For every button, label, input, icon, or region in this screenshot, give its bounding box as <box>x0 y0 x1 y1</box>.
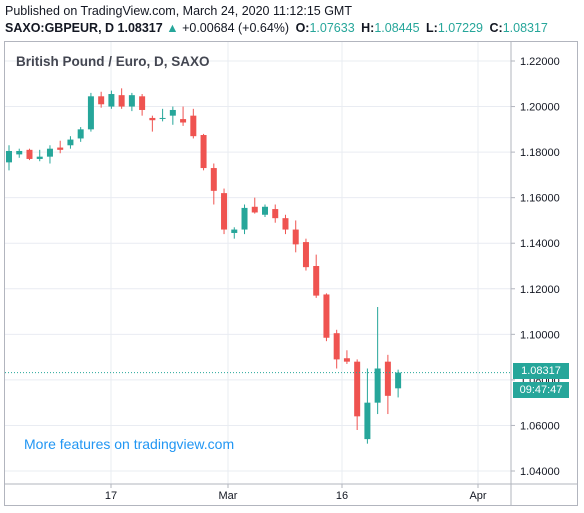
candle-body <box>221 193 228 230</box>
candle-body <box>272 209 279 219</box>
candle-body <box>149 117 156 121</box>
candle-body <box>384 361 391 396</box>
candle-body <box>128 95 135 107</box>
open-value: 1.07633 <box>309 21 355 35</box>
candle-body <box>241 207 248 230</box>
candle-body <box>262 206 268 215</box>
candle-body <box>302 242 309 268</box>
countdown-badge: 09:47:47 <box>513 382 569 398</box>
open-label: O: <box>295 21 310 35</box>
high-value: 1.08445 <box>374 21 420 35</box>
high-label: H: <box>361 21 375 35</box>
up-arrow-icon: ▲ <box>166 21 179 35</box>
y-tick-label: 1.14000 <box>520 238 560 250</box>
close-label: C: <box>489 21 503 35</box>
candle-body <box>67 139 74 146</box>
candle-body <box>36 156 43 159</box>
candle-body <box>16 150 23 155</box>
chart-title: British Pound / Euro, D, SAXO <box>16 54 210 69</box>
last-price: 1.08317 <box>117 21 163 35</box>
candle-body <box>6 150 12 163</box>
x-tick-label: Mar <box>219 490 238 502</box>
x-tick-label: Apr <box>469 490 486 502</box>
candle-body <box>98 96 105 105</box>
x-tick-label: 17 <box>105 490 117 502</box>
low-value: 1.07229 <box>437 21 484 35</box>
candle-body <box>180 119 187 123</box>
x-tick-label: 16 <box>336 490 348 502</box>
y-tick-label: 1.06000 <box>520 420 560 432</box>
candle-body <box>333 333 340 360</box>
price-change: +0.00684 (+0.64%) <box>182 21 290 35</box>
close-value: 1.08317 <box>502 21 548 35</box>
y-tick-label: 1.16000 <box>520 193 560 205</box>
y-tick-label: 1.10000 <box>520 329 560 341</box>
y-tick-label: 1.22000 <box>520 56 560 68</box>
candle-body <box>169 109 176 116</box>
candle-body <box>364 402 371 440</box>
candle-body <box>251 206 258 213</box>
candle-body <box>159 117 166 119</box>
candle-body <box>118 95 125 107</box>
candle-body <box>354 361 361 417</box>
candle-body <box>374 368 381 403</box>
published-caption: Published on TradingView.com, March 24, … <box>5 4 352 18</box>
candle-body <box>395 372 402 389</box>
candle-body <box>57 147 64 150</box>
candle-body <box>292 229 299 245</box>
y-tick-label: 1.20000 <box>520 102 560 114</box>
candle-body <box>210 168 217 191</box>
candle-body <box>200 135 207 169</box>
candle-body <box>87 96 94 130</box>
candle-body <box>26 149 33 159</box>
candle-body <box>108 94 115 107</box>
candle-body <box>343 358 350 362</box>
tradingview-link[interactable]: More features on tradingview.com <box>24 436 235 452</box>
y-tick-label: 1.18000 <box>520 147 560 159</box>
candle-body <box>77 129 84 139</box>
y-tick-label: 1.04000 <box>520 466 560 478</box>
y-tick-label: 1.12000 <box>520 284 560 296</box>
symbol-name: SAXO:GBPEUR, D <box>5 21 115 35</box>
last-price-badge: 1.08317 <box>513 363 569 379</box>
candle-body <box>139 96 146 110</box>
candle-body <box>46 148 53 157</box>
candle-body <box>323 294 330 338</box>
candle-body <box>231 229 238 233</box>
candle-body <box>282 218 289 230</box>
chart-frame[interactable] <box>4 41 578 506</box>
symbol-ohlc-line: SAXO:GBPEUR, D 1.08317 ▲ +0.00684 (+0.64… <box>5 21 548 35</box>
candle-body <box>190 115 197 137</box>
candle-body <box>313 266 320 296</box>
low-label: L: <box>426 21 438 35</box>
